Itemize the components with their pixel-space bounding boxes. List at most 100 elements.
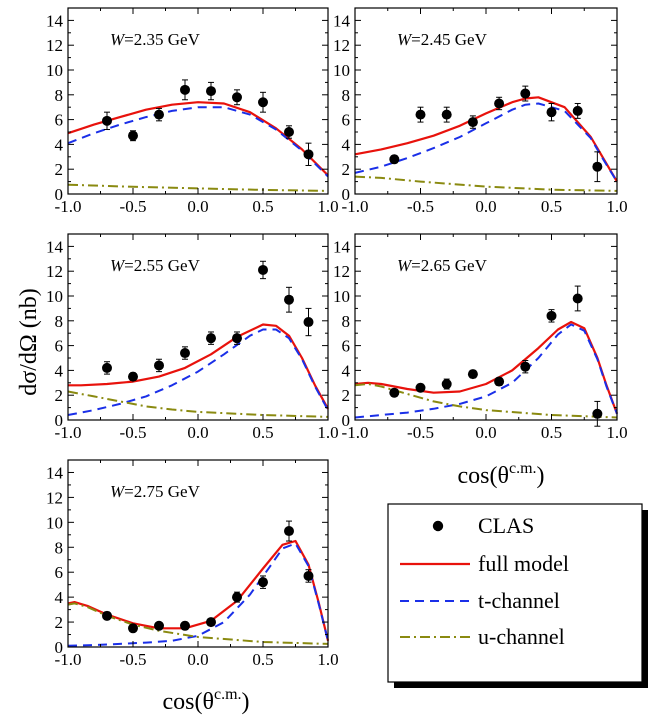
y-tick-label: 10 [333, 287, 350, 306]
y-tick-label: 6 [342, 337, 351, 356]
y-tick-label: 0 [55, 411, 64, 430]
y-tick-label: 4 [342, 361, 351, 380]
y-tick-label: 8 [342, 312, 351, 331]
data-point [415, 382, 426, 393]
y-tick-label: 14 [46, 463, 64, 482]
data-point [467, 369, 478, 380]
x-tick-label: -0.5 [407, 423, 434, 442]
data-point [415, 109, 426, 120]
x-tick-label: 1.0 [606, 423, 627, 442]
data-point [128, 130, 138, 141]
legend-marker-data [432, 520, 444, 532]
data-point [258, 264, 268, 275]
legend-label-u: u-channel [478, 624, 565, 649]
data-point [572, 105, 583, 116]
data-point [389, 154, 400, 165]
y-tick-label: 8 [342, 86, 351, 105]
data-point [520, 88, 531, 99]
legend: CLAS full model t-channel u-channel [387, 503, 648, 688]
data-point [441, 109, 452, 120]
legend-label-data: CLAS [478, 513, 534, 538]
panel-3: -1.0 -0.5 0.0 0.5 1.0 0 2 4 6 8 10 12 14 W=2.55 GeV [46, 233, 339, 442]
series-line-u [354, 383, 618, 419]
x-tick-label: -0.5 [120, 650, 147, 669]
y-tick-label: 4 [342, 135, 351, 154]
y-axis-title: dσ/dΩ (nb) [16, 288, 42, 395]
y-tick-label: 14 [333, 237, 351, 256]
data-point [102, 362, 112, 373]
panel-label: W=2.45 GeV [397, 30, 488, 49]
x-tick-label: -0.5 [120, 423, 147, 442]
data-point [284, 127, 294, 137]
x-tick-label: -1.0 [342, 197, 369, 216]
x-tick-label: 0.5 [541, 197, 562, 216]
x-tick-label: 0.0 [187, 423, 208, 442]
series-line-full [354, 320, 619, 415]
x-tick-label: 0.5 [252, 650, 273, 669]
y-tick-label: 10 [46, 287, 63, 306]
y-tick-label: 6 [55, 337, 64, 356]
y-tick-label: 2 [55, 613, 64, 632]
y-tick-label: 4 [55, 361, 64, 380]
data-point [494, 376, 505, 387]
panel-4: -1.0 -0.5 0.0 0.5 1.0 0 2 4 6 8 10 12 14 W=2.65 GeV [333, 233, 628, 442]
y-tick-label: 2 [342, 386, 351, 405]
panel-label: W=2.65 GeV [397, 256, 488, 275]
x-tick-label: -0.5 [120, 197, 147, 216]
x-tick-label: 0.5 [252, 423, 273, 442]
data-point [467, 117, 478, 128]
series-line-t [354, 323, 618, 419]
y-tick-label: 0 [342, 185, 351, 204]
y-tick-label: 12 [46, 36, 63, 55]
y-tick-label: 0 [55, 185, 64, 204]
series-line-t [67, 106, 329, 178]
y-tick-label: 6 [55, 111, 64, 130]
data-point [232, 92, 242, 103]
data-point [128, 623, 138, 634]
y-tick-label: 8 [55, 312, 64, 331]
data-point [180, 348, 190, 359]
y-tick-label: 12 [333, 262, 350, 281]
y-tick-label: 2 [55, 386, 64, 405]
x-tick-label: -1.0 [55, 650, 82, 669]
panel-2: -1.0 -0.5 0.0 0.5 1.0 0 2 4 6 8 10 12 14 W=2.45 GeV [333, 7, 628, 216]
legend-label-t: t-channel [478, 588, 560, 613]
x-tick-label: 1.0 [317, 650, 338, 669]
data-point [154, 620, 164, 631]
series-line-u [67, 390, 329, 418]
data-point [154, 360, 164, 371]
x-tick-label: 0.5 [541, 423, 562, 442]
y-tick-label: 8 [55, 86, 64, 105]
data-point [441, 379, 452, 390]
series-line-u [67, 183, 329, 192]
data-point [154, 109, 164, 120]
data-point [102, 610, 112, 621]
y-tick-label: 14 [46, 237, 64, 256]
data-point [206, 333, 216, 344]
data-point [180, 84, 190, 95]
y-tick-label: 8 [55, 538, 64, 557]
x-tick-label: 1.0 [317, 423, 338, 442]
data-point [258, 577, 268, 588]
series-line-t [67, 328, 329, 416]
series-line-full [67, 539, 330, 642]
y-tick-label: 10 [46, 61, 63, 80]
x-tick-label: 0.0 [187, 197, 208, 216]
panel-label: W=2.55 GeV [110, 256, 201, 275]
panel-5: -1.0 -0.5 0.0 0.5 1.0 0 2 4 6 8 10 12 14 W=2.75 GeV [46, 459, 339, 669]
data-point [572, 293, 583, 304]
y-tick-label: 4 [55, 135, 64, 154]
series-line-t [67, 542, 329, 647]
data-point [232, 592, 242, 603]
data-point [180, 620, 190, 631]
data-point [303, 317, 314, 328]
data-point [258, 97, 268, 108]
x-tick-label: 0.0 [187, 650, 208, 669]
panel-label: W=2.75 GeV [110, 482, 201, 501]
x-tick-label: 0.0 [475, 197, 496, 216]
data-point [284, 526, 294, 537]
x-tick-label: 1.0 [317, 197, 338, 216]
y-tick-label: 2 [342, 160, 351, 179]
